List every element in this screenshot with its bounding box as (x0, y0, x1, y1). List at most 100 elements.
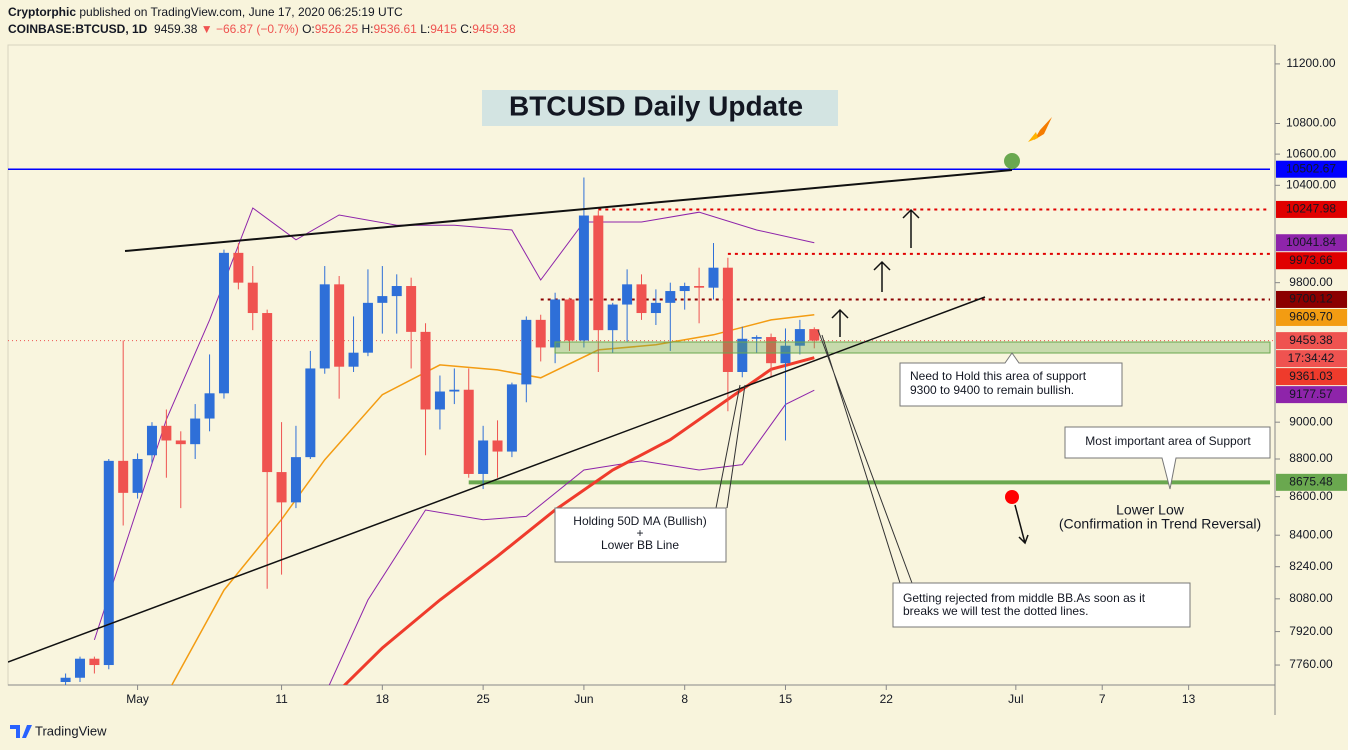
y-tick-label: 10800.00 (1286, 116, 1336, 130)
up-arrow (902, 208, 920, 248)
candle-body (420, 331, 431, 410)
change: −66.87 (−0.7%) (215, 22, 299, 36)
candle-body (578, 215, 589, 341)
candle-body (622, 284, 633, 305)
candle-body (377, 296, 388, 303)
h-label: H: (361, 22, 374, 36)
up-arrow (873, 260, 891, 292)
y-tick-label: 10400.00 (1286, 177, 1336, 191)
brand: TradingView (35, 723, 107, 738)
price-label: 17:34:42 (1288, 351, 1335, 365)
y-tick-label: 8800.00 (1289, 451, 1333, 465)
o-label: O: (302, 22, 315, 36)
down-arrow: ▼ (200, 22, 213, 36)
target-dot (1004, 153, 1020, 169)
open: 9526.25 (314, 22, 359, 36)
x-tick-label: 7 (1099, 692, 1106, 706)
plot-layer (8, 168, 1275, 685)
candle-body (434, 391, 445, 410)
candle-body (780, 345, 791, 364)
candle-body (463, 389, 474, 474)
price-label-bg (1276, 290, 1347, 308)
callout-box (892, 582, 1191, 628)
candle-body (492, 440, 503, 452)
y-tick-label: 8600.00 (1289, 489, 1333, 503)
lower-low-text: Lower Low (1116, 502, 1185, 518)
author: Cryptorphic (8, 5, 77, 19)
y-tick-label: 7760.00 (1289, 657, 1333, 671)
close: 9459.38 (472, 22, 516, 36)
price-label: 10247.98 (1286, 202, 1336, 216)
price-label-bg (1276, 234, 1347, 252)
y-tick-label: 7920.00 (1289, 624, 1333, 638)
lower-low-dot (1005, 490, 1019, 504)
y-tick-label: 11200.00 (1286, 56, 1335, 70)
callout-box (554, 507, 727, 563)
y-tick-label: 8400.00 (1289, 527, 1333, 541)
y-tick-label: 9000.00 (1289, 414, 1333, 428)
candle-body (146, 425, 157, 456)
candle-body (262, 313, 273, 473)
support-zone (554, 341, 1271, 354)
candle-body (794, 329, 805, 346)
price-label: 9177.57 (1289, 387, 1333, 401)
candle-body (449, 389, 460, 392)
candle-body (276, 472, 287, 503)
candle-body (305, 368, 316, 458)
candle-body (694, 286, 705, 288)
symbol: COINBASE:BTCUSD, 1D (8, 22, 148, 36)
callout-box (1064, 426, 1271, 490)
last-price: 9459.38 (154, 22, 198, 36)
price-label: 10041.84 (1286, 235, 1336, 249)
high: 9536.61 (373, 22, 417, 36)
header-line-2: COINBASE:BTCUSD, 1D 9459.38 ▼ −66.87 (−0… (8, 22, 516, 36)
candle-body (506, 384, 517, 452)
candle-body (391, 286, 402, 297)
callout-text: breaks we will test the dotted lines. (903, 604, 1088, 618)
candle-body (362, 302, 373, 353)
y-tick-label: 8080.00 (1289, 591, 1333, 605)
price-label-bg (1276, 473, 1347, 491)
chart-title: BTCUSD Daily Update (509, 90, 803, 121)
x-tick-label: Jul (1008, 692, 1023, 706)
price-label: 9973.66 (1289, 253, 1333, 267)
price-label-bg (1276, 350, 1347, 368)
price-label: 9459.38 (1289, 333, 1333, 347)
x-tick-label: May (126, 692, 149, 706)
candle-body (679, 286, 690, 292)
candle-body (247, 282, 258, 314)
candle-body (161, 425, 172, 441)
y-tick-label: 10600.00 (1286, 146, 1336, 160)
x-tick-label: 25 (476, 692, 490, 706)
candle-body (233, 252, 244, 283)
lower-trendline (8, 296, 986, 663)
x-tick-label: 8 (681, 692, 688, 706)
candle-body (535, 319, 546, 348)
candle-body (334, 284, 345, 367)
callout-pointer (715, 384, 746, 509)
candle-body (751, 337, 762, 339)
candle-body (737, 338, 748, 372)
candle-body (319, 284, 330, 369)
upper-trendline (124, 169, 1013, 252)
price-label-bg (1276, 200, 1347, 218)
candle-body (607, 304, 618, 331)
candle-body (550, 299, 561, 348)
callout-pointer (817, 329, 913, 584)
candle-body (809, 329, 820, 341)
candle-body (406, 286, 417, 332)
callout-text: 9300 to 9400 to remain bullish. (910, 383, 1074, 397)
callout-text: Most important area of Support (1085, 434, 1251, 448)
down-arrow (1014, 504, 1029, 545)
candle-body (175, 440, 186, 445)
candle-body (60, 677, 71, 683)
y-tick-label: 8240.00 (1289, 559, 1333, 573)
callout-text: Getting rejected from middle BB.As soon … (903, 591, 1146, 605)
candle-body (665, 291, 676, 303)
price-label: 9700.12 (1289, 292, 1333, 306)
arrows (831, 208, 1029, 545)
callout-text: Holding 50D MA (Bullish) (573, 514, 706, 528)
candle-body (564, 299, 575, 341)
